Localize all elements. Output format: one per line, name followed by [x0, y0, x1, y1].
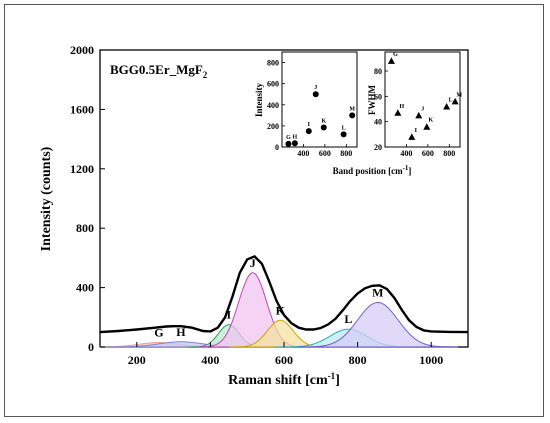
inset-point-i: [408, 133, 416, 140]
inset-point-i: [305, 128, 312, 135]
inset-point-label: L: [342, 125, 346, 131]
inset-y-tick-label: 60: [374, 92, 382, 101]
inset-point-g: [285, 140, 292, 147]
inset-point-label: L: [449, 97, 453, 103]
inset-point-k: [423, 123, 431, 130]
sample-label: BGG0.5Er_MgF2: [110, 62, 208, 80]
inset-point-label: J: [314, 85, 317, 91]
peak-label-i: I: [226, 308, 231, 322]
inset-point-label: K: [321, 118, 326, 124]
inset-point-label: I: [415, 128, 418, 134]
y-tick-label: 2000: [70, 43, 94, 57]
inset-point-label: I: [308, 122, 311, 128]
inset-point-k: [320, 124, 327, 131]
peak-label-l: L: [344, 312, 352, 326]
inset-y-tick-label: 200: [267, 122, 279, 131]
inset-point-label: H: [400, 104, 405, 110]
x-tick-label: 800: [349, 353, 367, 367]
x-tick-label: 1000: [419, 353, 443, 367]
peak-m: [296, 302, 459, 348]
inset-intensity-points: 400 600 800 0 200 400 600 800 G H I J K L M: [267, 59, 355, 158]
inset-x-tick-label: 400: [400, 149, 412, 158]
peak-fits: [99, 272, 459, 348]
inset-intensity-area: [281, 51, 358, 148]
peak-labels: G H I J K L M: [154, 256, 383, 340]
inset-y-tick-label: 20: [374, 143, 382, 152]
x-tick-label: 200: [128, 353, 146, 367]
inset-point-label: K: [428, 118, 433, 124]
inset-point-m: [451, 97, 459, 105]
y-tick-label: 400: [76, 281, 94, 295]
inset-x-tick-label: 800: [443, 149, 455, 158]
inset-point-m: [349, 112, 356, 119]
inset-y-tick-label: 0: [275, 143, 279, 152]
peak-label-g: G: [154, 326, 163, 340]
inset-x-tick-label: 600: [319, 149, 331, 158]
inset-intensity-ylabel: Intensity: [254, 83, 264, 118]
inset-y-tick-label: 400: [267, 101, 279, 110]
inset-point-j: [415, 111, 423, 119]
inset-fwhm-area: [384, 51, 461, 148]
figure-frame: [4, 4, 544, 417]
y-tick-label: 1200: [70, 162, 94, 176]
x-axis-label: Raman shift [cm-1]: [228, 371, 340, 388]
peak-label-m: M: [372, 285, 383, 299]
inset-point-g: [387, 57, 395, 64]
peak-label-h: H: [176, 325, 186, 339]
x-tick-label: 600: [275, 353, 293, 367]
y-axis-label: Intensity (counts): [39, 146, 54, 251]
inset-x-tick-label: 400: [297, 149, 309, 158]
inset-point-label: M: [349, 106, 355, 112]
inset-x-tick-label: 800: [340, 149, 352, 158]
inset-point-label: M: [456, 92, 462, 98]
inset-x-label: Band position [cm-1]: [333, 164, 412, 176]
inset-point-label: J: [421, 106, 424, 112]
inset-point-label: H: [293, 134, 298, 140]
inset-y-tick-label: 40: [374, 118, 382, 127]
inset-point-l: [443, 102, 451, 110]
peak-label-j: J: [250, 256, 256, 270]
inset-point-l: [340, 131, 347, 138]
y-ticks: 0 400 800 1200 1600 2000: [70, 43, 105, 354]
spectrum-line: [99, 254, 469, 334]
inset-fwhm-ylabel: FWHM: [367, 85, 377, 115]
y-tick-label: 0: [88, 340, 94, 354]
y-tick-label: 800: [76, 221, 94, 235]
inset-point-j: [312, 91, 319, 98]
peak-label-k: K: [276, 303, 286, 317]
y-tick-label: 1600: [70, 102, 94, 116]
inset-x-tick-label: 600: [422, 149, 434, 158]
inset-y-tick-label: 600: [267, 80, 279, 89]
x-ticks: 200 400 600 800 1000: [128, 342, 443, 367]
inset-point-label: G: [393, 52, 398, 58]
inset-fwhm-points: 400 600 800 20 40 60 80 G H I JK LM: [374, 52, 462, 158]
x-tick-label: 400: [201, 353, 219, 367]
inset-point-h: [291, 140, 298, 147]
inset-point-h: [394, 109, 402, 116]
inset-y-tick-label: 80: [374, 67, 382, 76]
inset-point-label: G: [286, 135, 291, 141]
inset-y-tick-label: 800: [267, 59, 279, 68]
